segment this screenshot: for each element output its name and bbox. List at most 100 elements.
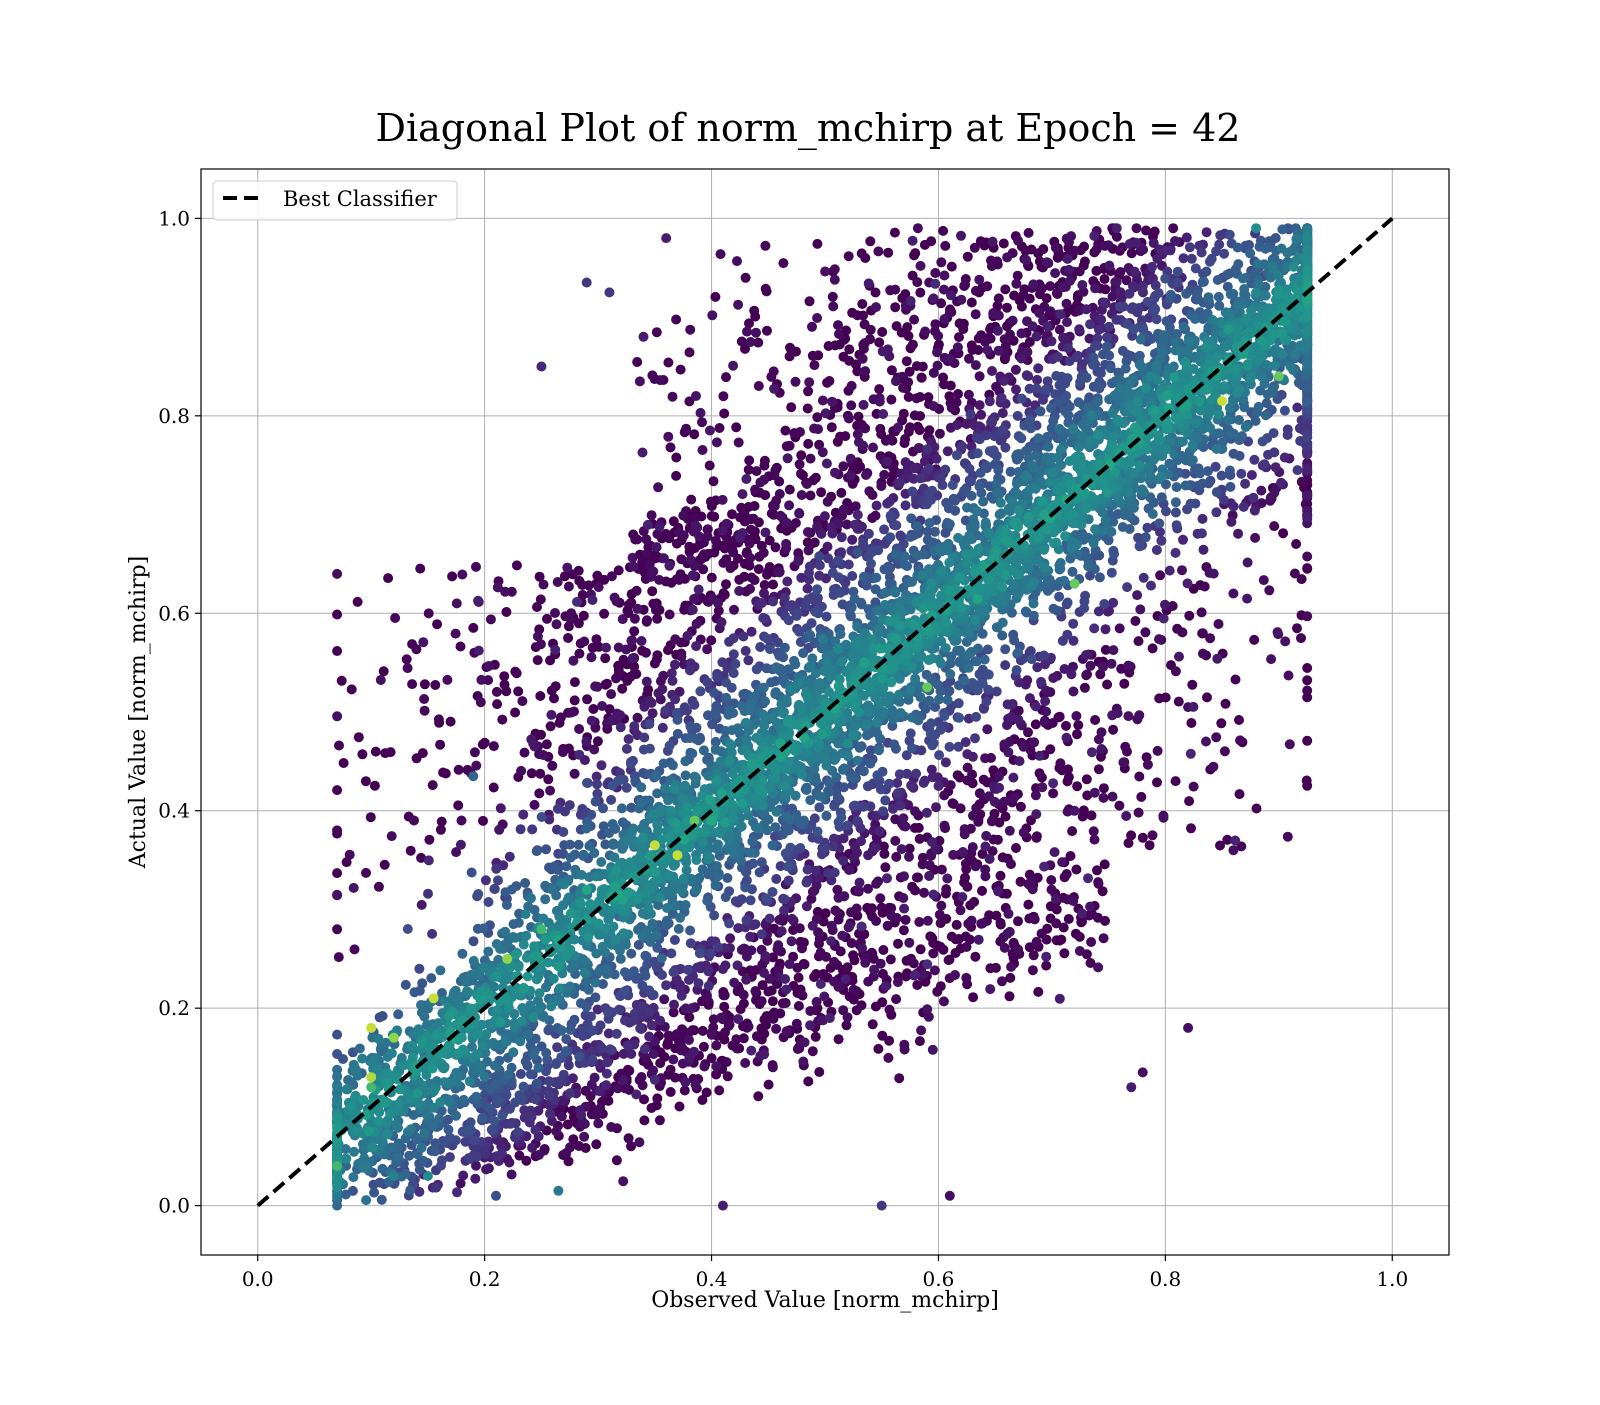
scatter-point	[627, 589, 637, 599]
scatter-point	[1102, 342, 1112, 352]
scatter-point	[349, 883, 359, 893]
scatter-point	[811, 866, 821, 876]
scatter-point	[415, 564, 425, 574]
scatter-point	[962, 749, 972, 759]
scatter-point	[1290, 569, 1300, 579]
scatter-point	[659, 1052, 669, 1062]
scatter-point	[843, 962, 853, 972]
scatter-point	[659, 759, 669, 769]
scatter-point	[1094, 734, 1104, 744]
scatter-point	[579, 1132, 589, 1142]
scatter-point	[597, 760, 607, 770]
scatter-point	[1165, 566, 1175, 576]
scatter-point	[1146, 581, 1156, 591]
scatter-point	[689, 429, 699, 439]
scatter-point	[420, 706, 430, 716]
scatter-point	[444, 1125, 454, 1135]
scatter-point	[374, 882, 384, 892]
scatter-point	[1254, 402, 1264, 412]
scatter-point	[1102, 332, 1112, 342]
scatter-point	[996, 871, 1006, 881]
scatter-point	[652, 1093, 662, 1103]
scatter-point	[1187, 680, 1197, 690]
scatter-point	[952, 450, 962, 460]
scatter-point	[547, 686, 557, 696]
scatter-point	[516, 766, 526, 776]
scatter-point	[1036, 406, 1046, 416]
scatter-point	[681, 770, 691, 780]
scatter-point	[1011, 385, 1021, 395]
scatter-point	[883, 1053, 893, 1063]
scatter-point	[985, 396, 995, 406]
scatter-point	[732, 1044, 742, 1054]
scatter-point	[878, 969, 888, 979]
scatter-point	[957, 892, 967, 902]
scatter-point	[733, 960, 743, 970]
scatter-point	[530, 800, 540, 810]
scatter-point	[782, 518, 792, 528]
scatter-point	[847, 571, 857, 581]
scatter-point	[709, 476, 719, 486]
scatter-point	[1197, 528, 1207, 538]
scatter-point	[785, 843, 795, 853]
scatter-point	[407, 679, 417, 689]
scatter-point	[939, 711, 949, 721]
scatter-point	[489, 1116, 499, 1126]
scatter-point	[657, 953, 667, 963]
scatter-point	[914, 443, 924, 453]
scatter-point	[1229, 449, 1239, 459]
scatter-point	[818, 447, 828, 457]
scatter-point	[676, 365, 686, 375]
scatter-point	[800, 1037, 810, 1047]
scatter-point	[927, 837, 937, 847]
scatter-point	[536, 594, 546, 604]
scatter-point	[846, 907, 856, 917]
scatter-point	[730, 659, 740, 669]
scatter-point	[812, 313, 822, 323]
scatter-point	[941, 757, 951, 767]
scatter-point	[1033, 433, 1043, 443]
scatter-point	[1081, 670, 1091, 680]
scatter-point	[1013, 236, 1023, 246]
scatter-point	[538, 750, 548, 760]
scatter-point	[978, 497, 988, 507]
scatter-point	[638, 448, 648, 458]
scatter-point	[949, 799, 959, 809]
scatter-point	[1118, 757, 1128, 767]
scatter-point	[742, 915, 752, 925]
scatter-point	[339, 758, 349, 768]
scatter-point	[635, 376, 645, 386]
scatter-point	[691, 391, 701, 401]
scatter-point	[1134, 772, 1144, 782]
scatter-point	[850, 594, 860, 604]
scatter-point	[606, 795, 616, 805]
scatter-point	[927, 740, 937, 750]
scatter-point	[1214, 428, 1224, 438]
scatter-point	[1008, 316, 1018, 326]
scatter-point	[674, 924, 684, 934]
scatter-point	[830, 275, 840, 285]
scatter-point	[534, 1063, 544, 1073]
scatter-point	[655, 1115, 665, 1125]
scatter-point	[694, 585, 704, 595]
scatter-point	[887, 365, 897, 375]
scatter-point	[893, 977, 903, 987]
scatter-point	[954, 713, 964, 723]
scatter-point	[781, 998, 791, 1008]
scatter-point	[1021, 255, 1031, 265]
scatter-point	[403, 663, 413, 673]
scatter-point	[884, 779, 894, 789]
scatter-point	[469, 936, 479, 946]
scatter-point	[1041, 707, 1051, 717]
scatter-point	[1005, 991, 1015, 1001]
scatter-point	[993, 835, 1003, 845]
scatter-point	[596, 1020, 606, 1030]
scatter-point	[798, 470, 808, 480]
scatter-point	[934, 781, 944, 791]
scatter-point	[971, 712, 981, 722]
scatter-point	[982, 345, 992, 355]
scatter-point	[1042, 322, 1052, 332]
scatter-point	[1015, 756, 1025, 766]
scatter-point	[769, 366, 779, 376]
scatter-point	[1037, 929, 1047, 939]
